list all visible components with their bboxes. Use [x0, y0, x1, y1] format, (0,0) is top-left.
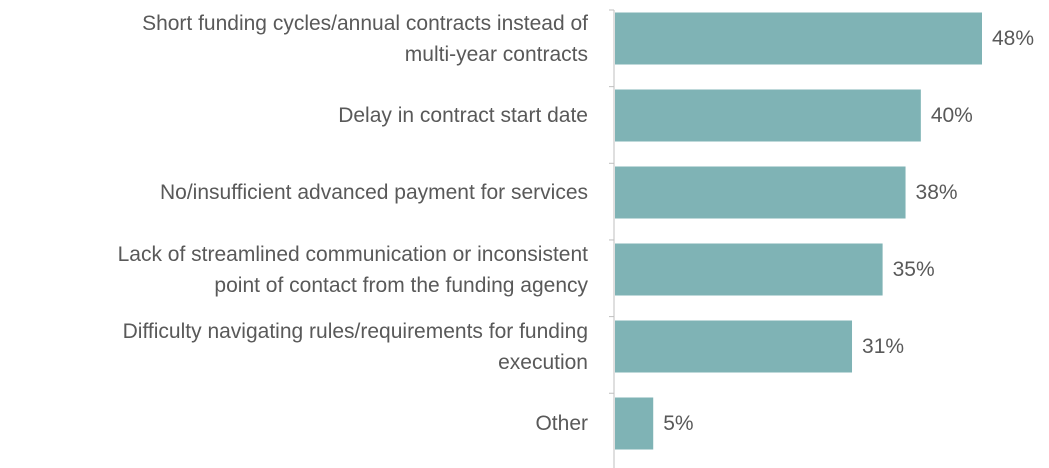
value-label: 48%: [992, 26, 1035, 50]
category-label: Lack of streamlined communication or inc…: [117, 242, 588, 297]
bar: [615, 89, 921, 142]
bar: [615, 243, 883, 296]
category-label: No/insufficient advanced payment for ser…: [160, 181, 588, 204]
category-label: Other: [535, 412, 588, 435]
value-label: 31%: [862, 334, 905, 358]
value-label: 5%: [663, 411, 694, 435]
category-label: Difficulty navigating rules/requirements…: [122, 319, 588, 374]
bar: [615, 166, 906, 219]
value-label: 38%: [915, 180, 958, 204]
value-label: 35%: [892, 257, 935, 281]
bar: [615, 12, 982, 65]
category-label: Short funding cycles/annual contracts in…: [142, 11, 588, 66]
category-label: Delay in contract start date: [338, 104, 588, 127]
bar: [615, 397, 654, 450]
bar: [615, 320, 853, 373]
value-label: 40%: [930, 103, 973, 127]
